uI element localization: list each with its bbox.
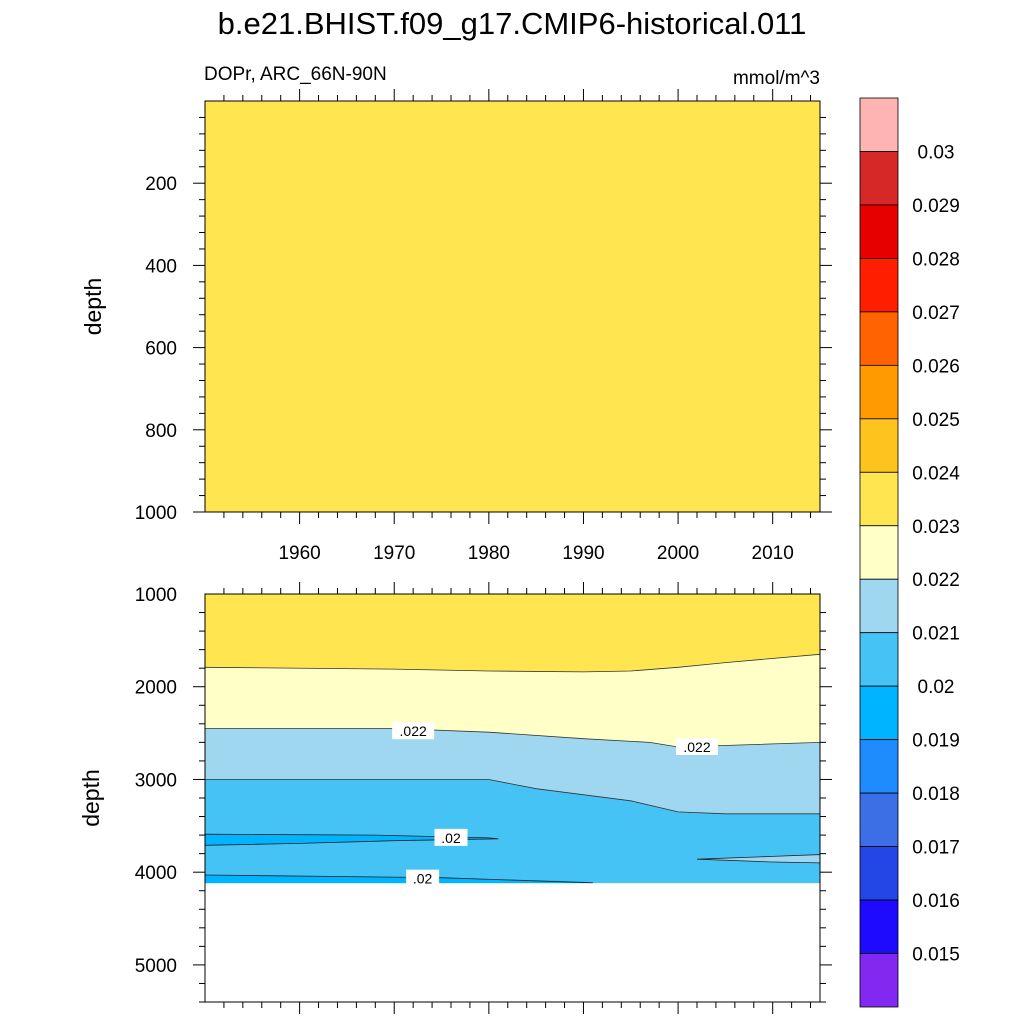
upper-x-tick-label: 1970 bbox=[373, 543, 415, 564]
contour-line bbox=[205, 779, 820, 815]
lower-band-0.023-0.024 bbox=[205, 594, 820, 672]
lower-y-tick-label: 5000 bbox=[135, 956, 177, 977]
contour-line bbox=[204, 874, 593, 884]
colorbar-label: 0.02 bbox=[918, 677, 955, 698]
variable-region-label: DOPr, ARC_66N-90N bbox=[204, 64, 387, 85]
lower-panel: .022 .022 .02 .02 1000 2000 3000 4000 5000 depth bbox=[78, 582, 832, 1014]
upper-y-tick-label: 200 bbox=[145, 174, 177, 195]
colorbar-swatch bbox=[859, 685, 899, 741]
upper-x-tick-label: 2000 bbox=[657, 543, 699, 564]
colorbar-label: 0.015 bbox=[912, 945, 960, 966]
colorbar-label: 0.018 bbox=[912, 784, 960, 805]
colorbar: 0.03 0.029 0.028 0.027 0.026 0.025 0.024 0.023 0… bbox=[859, 97, 960, 1008]
contour-label-bg bbox=[406, 869, 440, 887]
colorbar-label: 0.017 bbox=[912, 838, 960, 859]
colorbar-label: 0.026 bbox=[912, 356, 960, 377]
colorbar-label: 0.025 bbox=[912, 410, 960, 431]
colorbar-swatch bbox=[859, 258, 899, 313]
colorbar-swatch bbox=[859, 953, 899, 1008]
colorbar-swatch bbox=[859, 471, 899, 527]
colorbar-label: 0.021 bbox=[912, 624, 960, 645]
colorbar-swatch bbox=[859, 97, 899, 152]
lower-band-0.022-0.023 bbox=[205, 654, 820, 747]
upper-y-tick-label: 600 bbox=[145, 339, 177, 360]
lower-band-0.020-0.021 bbox=[205, 779, 820, 884]
colorbar-label: 0.016 bbox=[912, 891, 960, 912]
upper-y-tick-label: 400 bbox=[145, 256, 177, 277]
upper-x-tick-label: 1980 bbox=[468, 543, 510, 564]
colorbar-swatch bbox=[859, 578, 899, 634]
contour-label: .02 bbox=[441, 830, 461, 846]
contour-line bbox=[204, 653, 821, 673]
colorbar-label: 0.022 bbox=[912, 570, 960, 591]
upper-x-tick-label: 1960 bbox=[278, 543, 320, 564]
colorbar-label: 0.024 bbox=[912, 463, 960, 484]
colorbar-label: 0.029 bbox=[912, 196, 960, 217]
colorbar-swatch bbox=[859, 151, 899, 206]
lower-y-axis-label: depth bbox=[78, 769, 104, 827]
upper-fill bbox=[205, 101, 820, 512]
upper-x-tick-label: 2010 bbox=[752, 543, 794, 564]
lower-lens-bottom bbox=[205, 875, 593, 884]
colorbar-swatch bbox=[859, 525, 899, 580]
colorbar-swatch bbox=[859, 632, 899, 687]
upper-y-tick-label: 1000 bbox=[135, 503, 177, 524]
upper-y-tick-label: 800 bbox=[145, 421, 177, 442]
colorbar-label: 0.019 bbox=[912, 731, 960, 752]
colorbar-label: 0.023 bbox=[912, 517, 960, 538]
missing-data-region bbox=[205, 883, 820, 1002]
colorbar-label: 0.03 bbox=[918, 142, 955, 163]
colorbar-swatch bbox=[859, 792, 899, 847]
contour-label-bg bbox=[392, 722, 435, 740]
upper-y-axis-label: depth bbox=[80, 278, 106, 336]
lower-y-tick-label: 2000 bbox=[135, 678, 177, 699]
lower-y-tick-label: 4000 bbox=[135, 863, 177, 884]
contour-label: .022 bbox=[683, 739, 710, 755]
contour-label-bg bbox=[676, 738, 718, 755]
colorbar-swatch bbox=[859, 364, 899, 420]
chart-title: b.e21.BHIST.f09_g17.CMIP6-historical.011 bbox=[217, 6, 807, 41]
colorbar-swatch bbox=[859, 204, 899, 259]
contour-label-bg bbox=[434, 828, 468, 846]
upper-x-tick-label: 1990 bbox=[562, 543, 604, 564]
upper-panel: 1960 1970 1980 1990 2000 2010 200 400 600 800 1000… bbox=[80, 89, 832, 564]
contour-label: .02 bbox=[413, 871, 433, 887]
colorbar-label: 0.027 bbox=[912, 303, 960, 324]
colorbar-swatch bbox=[859, 311, 899, 366]
units-label: mmol/m^3 bbox=[732, 68, 820, 89]
colorbar-swatch bbox=[859, 739, 899, 794]
lower-y-tick-label: 3000 bbox=[135, 770, 177, 791]
colorbar-swatch bbox=[859, 846, 899, 901]
colorbar-swatch bbox=[859, 418, 899, 473]
upper-frame bbox=[204, 100, 821, 513]
lower-band-0.021-0.022 bbox=[205, 728, 820, 814]
colorbar-swatch bbox=[859, 899, 899, 954]
colorbar-label: 0.028 bbox=[912, 249, 960, 270]
lower-y-tick-label: 1000 bbox=[135, 585, 177, 606]
contour-label: .022 bbox=[400, 723, 427, 739]
